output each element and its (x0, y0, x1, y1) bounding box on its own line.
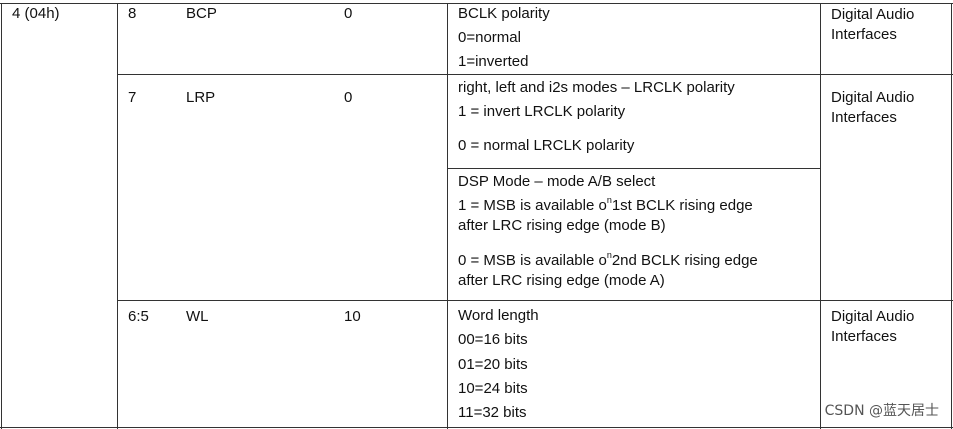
bit: 7 (128, 89, 137, 106)
default: 10 (344, 308, 361, 325)
default: 0 (344, 89, 353, 106)
text: 1 = MSB is available o (458, 197, 607, 214)
watermark: CSDN @蓝天居士 (824, 403, 939, 419)
field-name: LRP (186, 89, 216, 106)
description: right, left and i2s modes – LRCLK polari… (458, 79, 735, 96)
description: 00=16 bits (458, 331, 528, 348)
rule (0, 3, 953, 4)
description: 01=20 bits (458, 356, 528, 373)
description: 0 = normal LRCLK polarity (458, 137, 635, 154)
rule (820, 3, 821, 429)
register: 4 (04h) (12, 5, 60, 22)
description: Word length (458, 307, 539, 324)
description: 10=24 bits (458, 380, 528, 397)
description: DSP Mode – mode A/B select (458, 173, 656, 190)
description: 1=inverted (458, 53, 529, 70)
rule (117, 300, 953, 301)
rule (1, 3, 2, 429)
default: 0 (344, 5, 353, 22)
rule (117, 3, 118, 429)
rule (0, 427, 953, 428)
description: BCLK polarity (458, 5, 550, 22)
rule (117, 74, 953, 75)
function: Digital Audio Interfaces (831, 6, 915, 43)
bit: 6:5 (128, 308, 149, 325)
description: 1 = invert LRCLK polarity (458, 103, 626, 120)
rule (447, 168, 820, 169)
bit: 8 (128, 5, 137, 22)
text: 2nd BCLK rising edge (611, 252, 758, 269)
description: 1 = MSB is available on1st BCLK rising e… (458, 195, 753, 215)
function: Digital Audio Interfaces (831, 89, 915, 126)
superscript: n (606, 250, 612, 260)
description: 11=32 bits (458, 404, 527, 421)
field-name: WL (186, 308, 209, 325)
description: after LRC rising edge (mode A) (458, 272, 665, 289)
field-name: BCP (186, 5, 217, 22)
function: Digital Audio Interfaces (831, 308, 915, 345)
text: 1st BCLK rising edge (611, 197, 753, 214)
superscript: n (606, 195, 612, 205)
description: 0 = MSB is available on2nd BCLK rising e… (458, 250, 758, 270)
rule (447, 3, 448, 429)
description: after LRC rising edge (mode B) (458, 217, 666, 234)
description: 0=normal (458, 29, 521, 46)
rule (951, 3, 952, 429)
text: 0 = MSB is available o (458, 252, 607, 269)
